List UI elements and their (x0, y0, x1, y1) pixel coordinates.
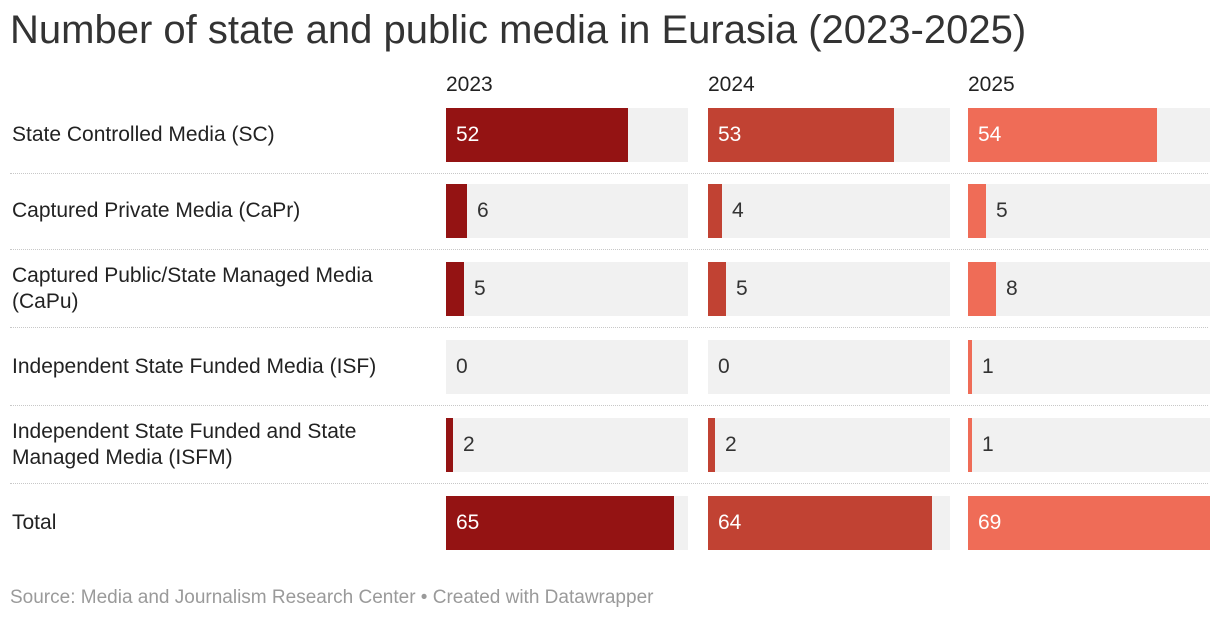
data-label: 5 (996, 199, 1008, 222)
bar-track (708, 340, 950, 394)
bar-2023 (446, 496, 674, 550)
bar-2024 (708, 418, 715, 472)
bar-2023 (446, 108, 628, 162)
data-label: 0 (456, 355, 468, 378)
row-label: State Controlled Media (SC) (12, 123, 275, 146)
row-label: Captured Private Media (CaPr) (12, 199, 301, 222)
bar-2024 (708, 262, 726, 316)
column-header-2023: 2023 (446, 73, 493, 96)
data-label: 65 (456, 511, 480, 534)
data-label: 54 (978, 123, 1002, 146)
row-label: Independent State Funded Media (ISF) (12, 355, 377, 378)
bar-2025 (968, 496, 1210, 550)
bar-2024 (708, 496, 932, 550)
bar-track (446, 184, 688, 238)
bar-track (968, 262, 1210, 316)
data-label: 4 (732, 199, 744, 222)
bar-2024 (708, 184, 722, 238)
row-separator (10, 483, 1208, 484)
bar-2025 (968, 108, 1157, 162)
bar-2023 (446, 184, 467, 238)
column-header-2024: 2024 (708, 73, 755, 96)
column-header-2025: 2025 (968, 73, 1015, 96)
bar-2025 (968, 184, 986, 238)
data-label: 1 (982, 355, 994, 378)
source-footer: Source: Media and Journalism Research Ce… (10, 587, 654, 608)
row-separator (10, 327, 1208, 328)
bar-2025 (968, 262, 996, 316)
data-label: 8 (1006, 277, 1018, 300)
data-label: 64 (718, 511, 742, 534)
row-separator (10, 173, 1208, 174)
data-label: 1 (982, 433, 994, 456)
bar-track (968, 418, 1210, 472)
data-label: 5 (736, 277, 748, 300)
data-label: 52 (456, 123, 480, 146)
bar-track (708, 184, 950, 238)
bar-2023 (446, 418, 453, 472)
bar-2023 (446, 262, 464, 316)
chart-title: Number of state and public media in Eura… (10, 8, 1027, 52)
data-label: 6 (477, 199, 489, 222)
bar-2025 (968, 418, 972, 472)
bar-track (708, 262, 950, 316)
data-label: 69 (978, 511, 1002, 534)
bar-2024 (708, 108, 894, 162)
row-label: Total (12, 511, 57, 534)
bar-track (708, 418, 950, 472)
bar-track (968, 184, 1210, 238)
row-label: Captured Public/State Managed Media (CaP… (12, 264, 373, 313)
data-label: 5 (474, 277, 486, 300)
row-separator (10, 405, 1208, 406)
data-label: 2 (463, 433, 475, 456)
bar-track (446, 340, 688, 394)
row-separator (10, 249, 1208, 250)
bar-2025 (968, 340, 972, 394)
bar-track (968, 340, 1210, 394)
row-label: Independent State Funded and State Manag… (12, 420, 357, 469)
bar-track (446, 418, 688, 472)
data-label: 53 (718, 123, 742, 146)
bar-track (446, 262, 688, 316)
data-label: 0 (718, 355, 730, 378)
data-label: 2 (725, 433, 737, 456)
